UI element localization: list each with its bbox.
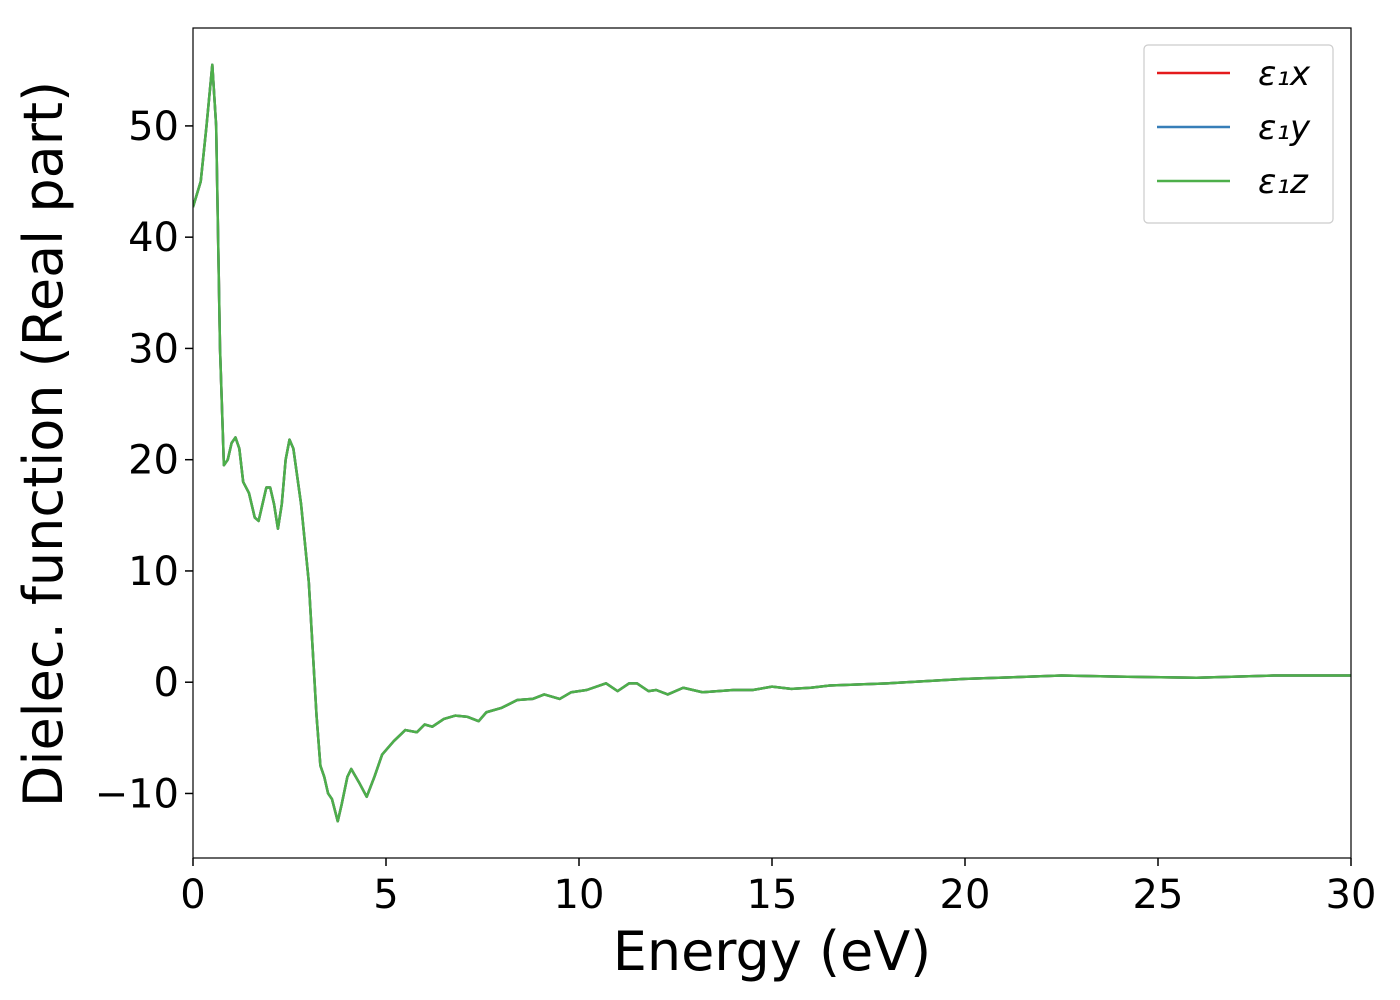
plot-frame — [192, 27, 1352, 859]
x-tick-label: 5 — [373, 872, 398, 918]
y-tick-label: −10 — [95, 771, 179, 817]
x-tick-label: 10 — [554, 872, 605, 918]
y-tick-label: 10 — [128, 549, 179, 595]
legend-box — [1143, 44, 1334, 224]
legend-label: ε₁y — [1258, 108, 1311, 148]
x-axis-label: Energy (eV) — [613, 920, 932, 983]
y-axis-label: Dielec. function (Real part) — [12, 81, 75, 807]
x-tick-label: 20 — [940, 872, 991, 918]
y-tick-label: 0 — [154, 660, 179, 706]
x-tick-label: 30 — [1326, 872, 1377, 918]
data-line — [193, 63, 1351, 823]
legend-label: ε₁z — [1258, 162, 1309, 202]
x-tick-label: 25 — [1133, 872, 1184, 918]
y-tick-label: 50 — [128, 104, 179, 150]
x-tick-label: 15 — [747, 872, 798, 918]
y-tick-label: 30 — [128, 326, 179, 372]
x-tick-label: 0 — [180, 872, 205, 918]
legend-label: ε₁x — [1258, 54, 1311, 94]
y-tick-label: 40 — [128, 215, 179, 261]
y-tick-label: 20 — [128, 438, 179, 484]
